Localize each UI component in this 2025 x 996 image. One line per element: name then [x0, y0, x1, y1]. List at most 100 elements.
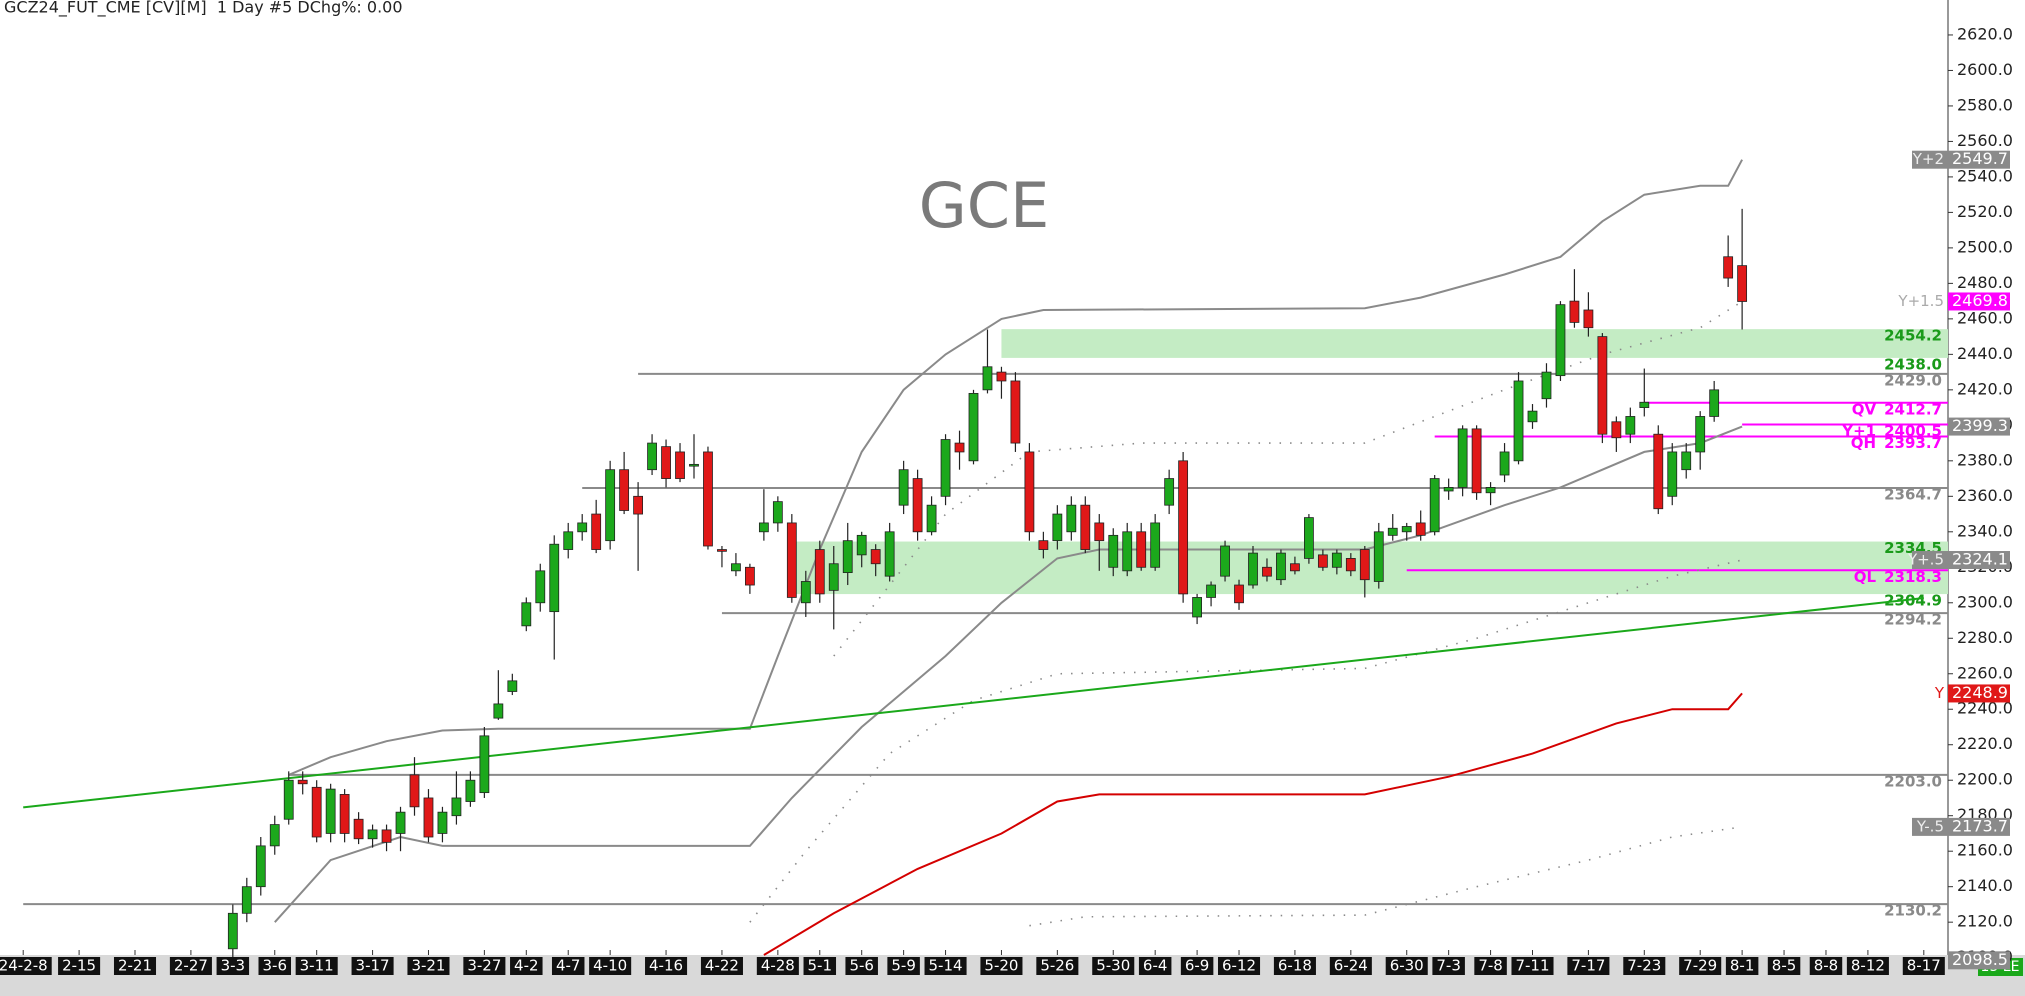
candle-body [1331, 552, 1342, 568]
date-label-box [645, 957, 688, 975]
candle-body [1080, 504, 1091, 550]
candle-body [1471, 428, 1482, 494]
date-label: 4-2 [514, 957, 539, 975]
y-tick-label: 2340.0 [1957, 521, 2013, 540]
candle-body [1499, 451, 1510, 476]
price-marker-label: 2248.9 [1952, 683, 2008, 702]
candle-body [255, 845, 266, 888]
candle-body [1373, 531, 1384, 582]
candle-body [1136, 531, 1147, 568]
candle-body [619, 469, 630, 511]
candle-body [1206, 584, 1216, 598]
candle-body [1611, 421, 1622, 439]
candle-body [1597, 336, 1608, 435]
candle-body [1527, 410, 1538, 423]
candle-body [1723, 256, 1734, 279]
price-marker-label: 2324.1 [1952, 550, 2008, 569]
level-label: 2130.2 [1884, 902, 1942, 920]
candle-body [1066, 504, 1077, 533]
date-label: 3-3 [221, 957, 246, 975]
y-tick-label: 2600.0 [1957, 60, 2013, 79]
date-label: 6-24 [1334, 957, 1368, 975]
date-label-box [58, 957, 101, 975]
candle-body [1583, 309, 1594, 329]
date-label-box [1725, 957, 1759, 975]
candle-body [758, 522, 769, 533]
date-label: 4-10 [593, 957, 627, 975]
date-label: 2-15 [62, 957, 96, 975]
candle-body [856, 534, 867, 556]
y-tick-label: 2120.0 [1957, 912, 2013, 931]
candle-body [703, 451, 713, 547]
candle-body [1178, 460, 1189, 595]
candle-body [227, 912, 238, 950]
y-tick-label: 2540.0 [1957, 166, 2013, 185]
y-tick-label: 2500.0 [1957, 237, 2013, 256]
price-marker [1948, 684, 2010, 703]
candle-body [1555, 304, 1566, 377]
price-marker-label: 2098.5 [1952, 950, 2008, 969]
candle-body [605, 469, 616, 542]
candle-body [381, 829, 392, 843]
candle-body [1653, 433, 1664, 510]
date-label-box [1809, 957, 1843, 975]
date-label-box [113, 957, 157, 975]
chart-header: GCZ24_FUT_CME [CV][M] 1 Day #5 DChg%: 0.… [4, 0, 403, 18]
candle-body [1010, 380, 1021, 444]
level-label: 2429.0 [1884, 371, 1942, 389]
candle-body [940, 439, 951, 497]
candle-body [1667, 451, 1678, 497]
date-label: 5-9 [891, 957, 916, 975]
y-tick-label: 2280.0 [1957, 628, 2013, 647]
zone [1001, 329, 1948, 358]
candle-body [731, 563, 741, 572]
level-tag: QH [1851, 434, 1876, 452]
candle-body [661, 446, 671, 479]
date-label: 8-17 [1907, 957, 1941, 975]
candle-body [717, 549, 727, 552]
watermark: GCE [919, 169, 1050, 242]
y-tick-label: 2140.0 [1957, 876, 2013, 895]
date-label-box [803, 957, 837, 975]
candle-body [269, 824, 280, 847]
candle-body [437, 811, 448, 834]
price-marker [1948, 292, 2010, 311]
date-label-box [1679, 957, 1722, 975]
price-marker-tag: Y-.5 [1916, 817, 1944, 835]
candle-body [898, 469, 909, 506]
candle-body [479, 735, 490, 794]
level-label: 2400.5 [1884, 422, 1942, 440]
candle-body [954, 442, 965, 453]
candle-body [1429, 478, 1440, 533]
date-label: 4-28 [761, 957, 795, 975]
date-label-box [463, 957, 506, 975]
zone [791, 541, 1949, 595]
level-label: 2454.2 [1884, 327, 1942, 345]
y-tick-label: 2220.0 [1957, 734, 2013, 753]
date-label-box [1385, 957, 1428, 975]
date-label-box [1567, 957, 1610, 975]
date-label-box [1474, 957, 1507, 975]
date-label: 7-11 [1515, 957, 1549, 975]
candle-body [1625, 416, 1636, 435]
level-tag: Y+1 [1841, 422, 1876, 440]
date-label: 5-26 [1040, 957, 1074, 975]
overlay-line [833, 300, 1743, 657]
candle-body [1192, 597, 1202, 618]
date-label: 4-7 [556, 957, 581, 975]
date-label: 3-11 [300, 957, 334, 975]
candle-body [1150, 522, 1161, 568]
candle-body [968, 392, 979, 462]
date-label-box [1218, 957, 1261, 975]
y-tick-label: 2480.0 [1957, 273, 2013, 292]
date-label: 4-22 [705, 957, 739, 975]
candle-body [828, 563, 839, 591]
date-label: 8-1 [1730, 957, 1755, 975]
date-label-box [589, 957, 632, 975]
candle-body [996, 371, 1007, 382]
candle-body [1359, 549, 1370, 581]
price-marker-tag-box [1912, 150, 1948, 169]
candle-body [1262, 566, 1272, 577]
level-label: 2412.7 [1884, 400, 1942, 418]
price-marker-tag-box [1912, 551, 1948, 570]
